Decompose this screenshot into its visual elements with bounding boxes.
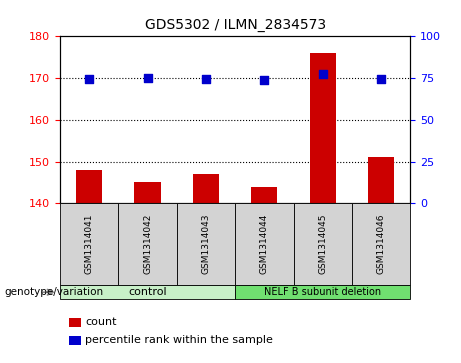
Text: NELF B subunit deletion: NELF B subunit deletion [264, 287, 381, 297]
Point [319, 71, 326, 77]
Text: control: control [128, 287, 167, 297]
Text: count: count [85, 317, 117, 327]
Bar [193, 174, 219, 203]
Text: GSM1314043: GSM1314043 [201, 214, 210, 274]
Text: GSM1314042: GSM1314042 [143, 214, 152, 274]
Point [260, 77, 268, 83]
Point [202, 76, 210, 82]
Title: GDS5302 / ILMN_2834573: GDS5302 / ILMN_2834573 [145, 19, 325, 33]
Text: GSM1314044: GSM1314044 [260, 214, 269, 274]
Text: percentile rank within the sample: percentile rank within the sample [85, 335, 273, 346]
Point [144, 76, 151, 81]
Bar [76, 170, 102, 203]
Bar [135, 182, 161, 203]
Point [85, 76, 93, 82]
Bar [310, 53, 336, 203]
Text: GSM1314045: GSM1314045 [318, 214, 327, 274]
Bar [251, 187, 278, 203]
Text: GSM1314046: GSM1314046 [377, 214, 385, 274]
Bar [368, 157, 394, 203]
Point [378, 76, 385, 82]
Text: GSM1314041: GSM1314041 [85, 214, 94, 274]
Text: genotype/variation: genotype/variation [5, 287, 104, 297]
